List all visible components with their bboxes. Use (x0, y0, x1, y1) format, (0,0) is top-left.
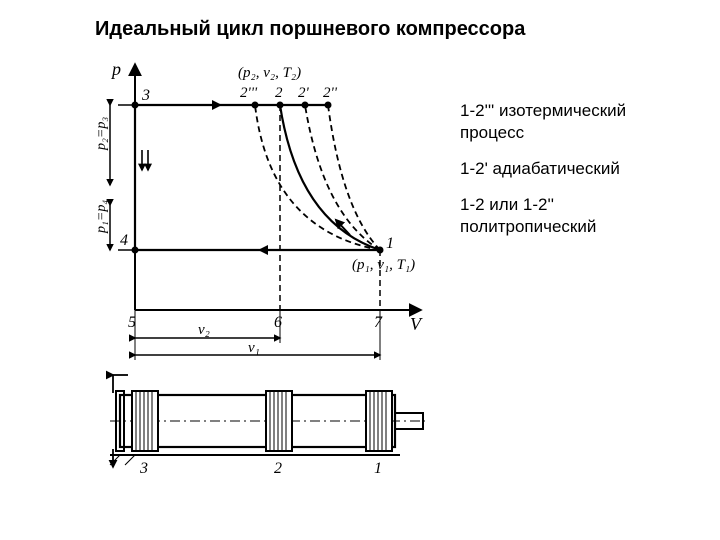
note-line: 1-2''' изотермический (460, 101, 626, 120)
page-title: Идеальный цикл поршневого компрессора (95, 18, 525, 41)
note-polytropic: 1-2 или 1-2'' политропический (460, 194, 626, 238)
lbl-2: 2 (275, 85, 283, 101)
pv-diagram: p V 3 2''' 2 2' 2'' 4 1 5 6 7 (p₂, v₂, T… (80, 55, 440, 500)
lbl-3: 3 (141, 87, 150, 104)
axis-label-v: V (410, 314, 423, 334)
lbl-2ppp: 2''' (240, 85, 258, 101)
pt-2ppp (252, 102, 259, 109)
pt-3 (132, 102, 139, 109)
note-isothermal: 1-2''' изотермический процесс (460, 100, 626, 144)
lbl-p2p3: p₂=p₃ (94, 117, 109, 151)
piston-schematic: 3 2 1 (110, 375, 425, 477)
curve-polytropic (280, 105, 380, 250)
lbl-pt1: (p₁, v₁, T₁) (352, 257, 415, 273)
axis-label-p: p (110, 59, 121, 79)
lbl-2pp: 2'' (323, 85, 338, 101)
process-notes: 1-2''' изотермический процесс 1-2' адиаб… (460, 100, 626, 252)
piston-lbl-3: 3 (139, 460, 148, 477)
lbl-top: (p₂, v₂, T₂) (238, 65, 301, 81)
pt-1 (377, 247, 384, 254)
lbl-2p: 2' (298, 85, 310, 101)
note-line: политропический (460, 217, 596, 236)
lbl-v1: v₁ (248, 340, 260, 356)
lbl-4: 4 (120, 232, 128, 249)
lbl-v2: v₂ (198, 322, 210, 338)
curve-isothermal (255, 105, 380, 250)
piston-lbl-2: 2 (274, 460, 282, 477)
note-line: 1-2' адиабатический (460, 159, 620, 178)
note-line: 1-2 или 1-2'' (460, 195, 554, 214)
piston-lbl-1: 1 (374, 460, 382, 477)
pt-2p (302, 102, 309, 109)
lbl-7: 7 (374, 314, 383, 331)
lbl-p1p4: p₁=p₄ (94, 200, 109, 234)
lbl-6: 6 (274, 314, 282, 331)
lbl-1: 1 (386, 235, 394, 252)
pt-2 (277, 102, 284, 109)
note-adiabatic: 1-2' адиабатический (460, 158, 626, 180)
pt-2pp (325, 102, 332, 109)
note-line: процесс (460, 123, 524, 142)
pt-4 (132, 247, 139, 254)
